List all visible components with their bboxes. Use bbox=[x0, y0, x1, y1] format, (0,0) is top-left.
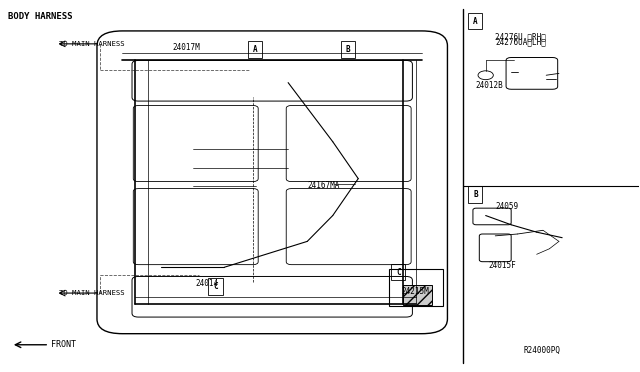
Bar bbox=[341, 41, 355, 58]
Text: 24167MA: 24167MA bbox=[307, 182, 340, 190]
Text: 24015F: 24015F bbox=[489, 261, 516, 270]
Bar bbox=[468, 186, 483, 203]
Text: BODY HARNESS: BODY HARNESS bbox=[8, 12, 72, 21]
Text: A: A bbox=[473, 17, 478, 26]
Bar bbox=[392, 263, 405, 280]
Text: TO MAIN HARNESS: TO MAIN HARNESS bbox=[59, 290, 124, 296]
Text: B: B bbox=[346, 45, 350, 54]
Text: 24014: 24014 bbox=[196, 279, 219, 288]
Bar bbox=[248, 41, 262, 58]
Text: 24215M: 24215M bbox=[401, 287, 429, 296]
Text: A: A bbox=[253, 45, 257, 54]
Bar bbox=[403, 285, 431, 305]
Text: B: B bbox=[473, 190, 478, 199]
Text: C: C bbox=[213, 282, 218, 291]
Text: C: C bbox=[396, 267, 401, 276]
Bar bbox=[389, 269, 443, 306]
Text: 24276U 〈RH〉: 24276U 〈RH〉 bbox=[495, 32, 546, 41]
Text: 24017M: 24017M bbox=[172, 43, 200, 52]
Text: 24059: 24059 bbox=[495, 202, 518, 211]
Text: 24276UA〈LH〉: 24276UA〈LH〉 bbox=[495, 38, 546, 46]
Bar bbox=[209, 278, 223, 295]
Text: R24000PQ: R24000PQ bbox=[524, 346, 561, 355]
Text: TO MAIN HARNESS: TO MAIN HARNESS bbox=[59, 41, 124, 47]
Text: FRONT: FRONT bbox=[51, 340, 76, 349]
Text: 24012B: 24012B bbox=[476, 81, 503, 90]
Bar bbox=[468, 13, 483, 29]
